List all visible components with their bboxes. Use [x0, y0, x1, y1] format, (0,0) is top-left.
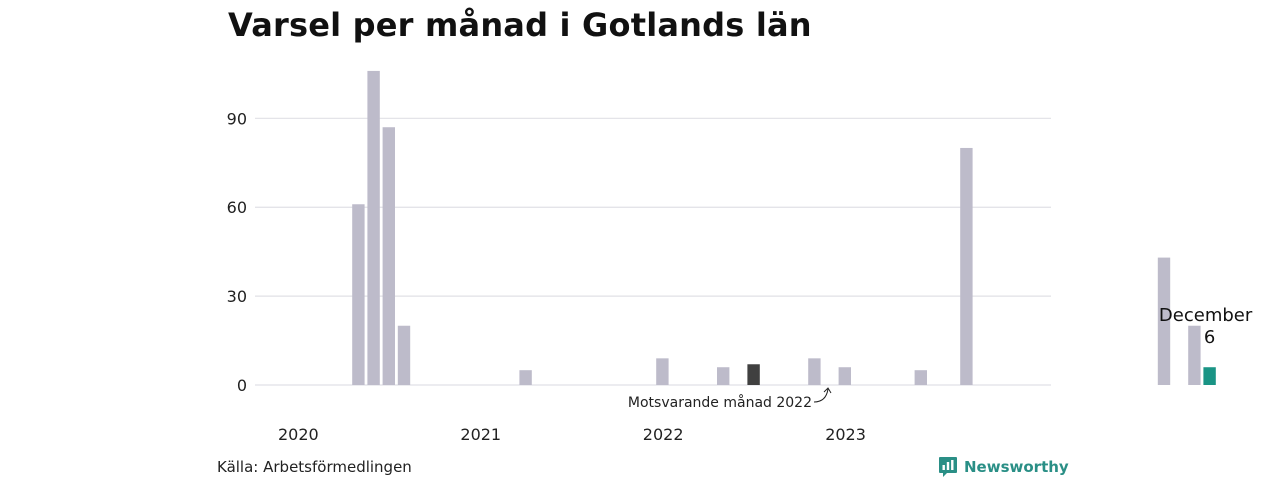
comparison-annotation: Motsvarande månad 2022: [628, 394, 812, 411]
logo-text: Newsworthy: [964, 458, 1069, 476]
bar-2020-06: [397, 325, 411, 385]
bar-2021-02: [519, 370, 532, 385]
bar-2020-03: [352, 204, 365, 385]
bar-chart-speech-bubble-icon: [939, 457, 957, 477]
source-note: Källa: Arbetsförmedlingen: [217, 458, 412, 476]
highlight-value-label: 6: [1204, 327, 1215, 348]
annotations: December 6 Motsvarande månad 2022: [628, 305, 1253, 411]
newsworthy-logo: Newsworthy: [938, 456, 1069, 478]
y-axis-ticks: 0 30 60 90: [227, 109, 247, 395]
chart-title: Varsel per månad i Gotlands län: [228, 6, 812, 44]
bar-m55: [1157, 257, 1171, 385]
bar-2020-05: [382, 127, 395, 386]
bar-2022-03: [717, 367, 730, 385]
bar-2021-11: [656, 358, 669, 385]
x-tick-label-2020: 2020: [278, 425, 319, 444]
bar-m58: [1203, 367, 1216, 385]
y-tick-label: 0: [237, 376, 247, 395]
bar-2022-05: [747, 364, 760, 385]
bar-2022-11: [838, 367, 851, 385]
x-tick-label-2022: 2022: [643, 425, 684, 444]
bars: [352, 70, 1216, 386]
x-tick-label-2021: 2021: [460, 425, 501, 444]
x-tick-label-2023: 2023: [825, 425, 866, 444]
bar-2020-04: [367, 70, 380, 385]
x-axis-ticks: 2020 2021 2022 2023: [278, 425, 866, 444]
y-tick-label: 90: [227, 109, 247, 128]
bar-2022-09: [808, 358, 821, 385]
y-tick-label: 60: [227, 198, 247, 217]
bar-m57: [1188, 325, 1201, 385]
highlight-month-label: December: [1159, 305, 1253, 326]
comparison-arrow: [813, 387, 832, 403]
bar-2023-04: [914, 370, 927, 385]
bar-2023-07: [960, 147, 973, 385]
y-tick-label: 30: [227, 287, 247, 306]
